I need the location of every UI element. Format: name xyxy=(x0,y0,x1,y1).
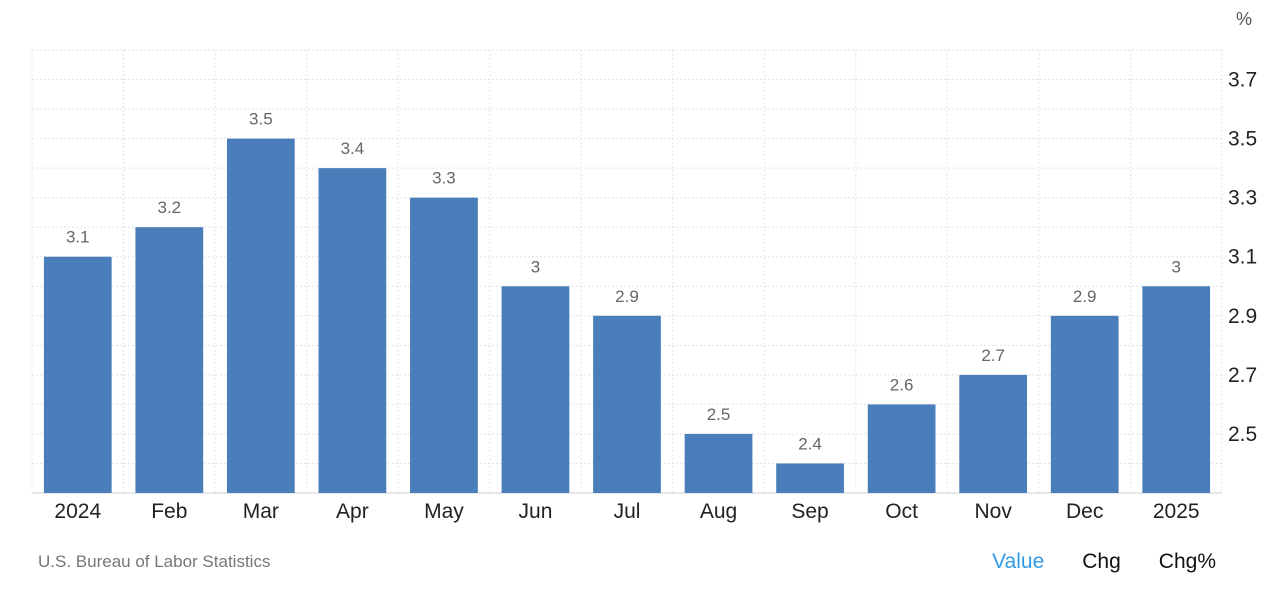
data-label: 3.5 xyxy=(249,110,273,129)
toggle-chg-percent[interactable]: Chg% xyxy=(1158,550,1216,573)
bar[interactable] xyxy=(135,227,204,493)
x-tick-label: 2025 xyxy=(1153,500,1200,523)
y-tick-label: 3.3 xyxy=(1228,187,1257,210)
bar[interactable] xyxy=(776,463,844,493)
data-label: 2.5 xyxy=(707,405,731,424)
y-tick-label: 2.9 xyxy=(1228,305,1257,328)
data-label: 3.3 xyxy=(432,169,456,188)
bar[interactable] xyxy=(1050,315,1119,493)
x-tick-label: Apr xyxy=(336,500,369,523)
data-label: 2.6 xyxy=(890,375,914,394)
x-tick-label: Nov xyxy=(974,500,1012,523)
y-tick-label: 3.1 xyxy=(1228,246,1257,269)
data-label: 3.4 xyxy=(341,139,365,158)
data-label: 3.1 xyxy=(66,228,90,247)
x-tick-label: Mar xyxy=(243,500,279,523)
x-tick-label: Dec xyxy=(1066,500,1103,523)
data-label: 2.7 xyxy=(981,346,1005,365)
data-label: 2.4 xyxy=(798,434,822,453)
bar[interactable] xyxy=(501,286,570,493)
bar[interactable] xyxy=(1142,286,1211,493)
x-tick-label: Aug xyxy=(700,500,737,523)
x-tick-label: Sep xyxy=(791,500,828,523)
view-toggle-group: Value Chg Chg% xyxy=(992,550,1216,574)
x-tick-label: Jun xyxy=(519,500,553,523)
x-tick-label: May xyxy=(424,500,464,523)
data-label: 3.2 xyxy=(157,198,181,217)
x-axis-ticks: 2024 Feb Mar Apr May Jun Jul Aug Sep Oct Nov Dec 202… xyxy=(54,500,1199,523)
y-tick-label: 3.7 xyxy=(1228,69,1257,92)
y-axis-ticks: 2.5 2.7 2.9 3.1 3.3 3.5 3.7 xyxy=(1228,69,1257,446)
x-tick-label: Feb xyxy=(151,500,187,523)
y-tick-label: 3.5 xyxy=(1228,128,1257,151)
toggle-value[interactable]: Value xyxy=(992,550,1045,573)
bar[interactable] xyxy=(867,404,936,493)
bar[interactable] xyxy=(959,374,1028,493)
toggle-chg[interactable]: Chg xyxy=(1082,550,1121,573)
data-label: 3 xyxy=(531,257,540,276)
y-tick-label: 2.5 xyxy=(1228,423,1257,446)
x-tick-label: 2024 xyxy=(54,500,101,523)
bar[interactable] xyxy=(410,197,478,493)
bar[interactable] xyxy=(43,256,112,493)
bar[interactable] xyxy=(593,315,661,493)
bar[interactable] xyxy=(318,168,387,493)
bar[interactable] xyxy=(684,433,753,493)
bar[interactable] xyxy=(226,138,295,493)
data-label: 2.9 xyxy=(615,287,639,306)
y-tick-label: 2.7 xyxy=(1228,364,1257,387)
source-note: U.S. Bureau of Labor Statistics xyxy=(38,552,271,571)
data-label: 3 xyxy=(1171,257,1180,276)
x-tick-label: Jul xyxy=(614,500,641,523)
data-label: 2.9 xyxy=(1073,287,1097,306)
data-labels: 3.1 3.2 3.5 3.4 3.3 3 2.9 2.5 2.4 2.6 2.7 2.9 3 xyxy=(66,110,1181,454)
bar-chart: 3.1 3.2 3.5 3.4 3.3 3 2.9 2.5 2.4 2.6 2.7 2.9 3 2024… xyxy=(31,9,1257,523)
y-axis-unit: % xyxy=(1236,9,1252,29)
bars xyxy=(43,138,1211,493)
x-tick-label: Oct xyxy=(885,500,918,523)
